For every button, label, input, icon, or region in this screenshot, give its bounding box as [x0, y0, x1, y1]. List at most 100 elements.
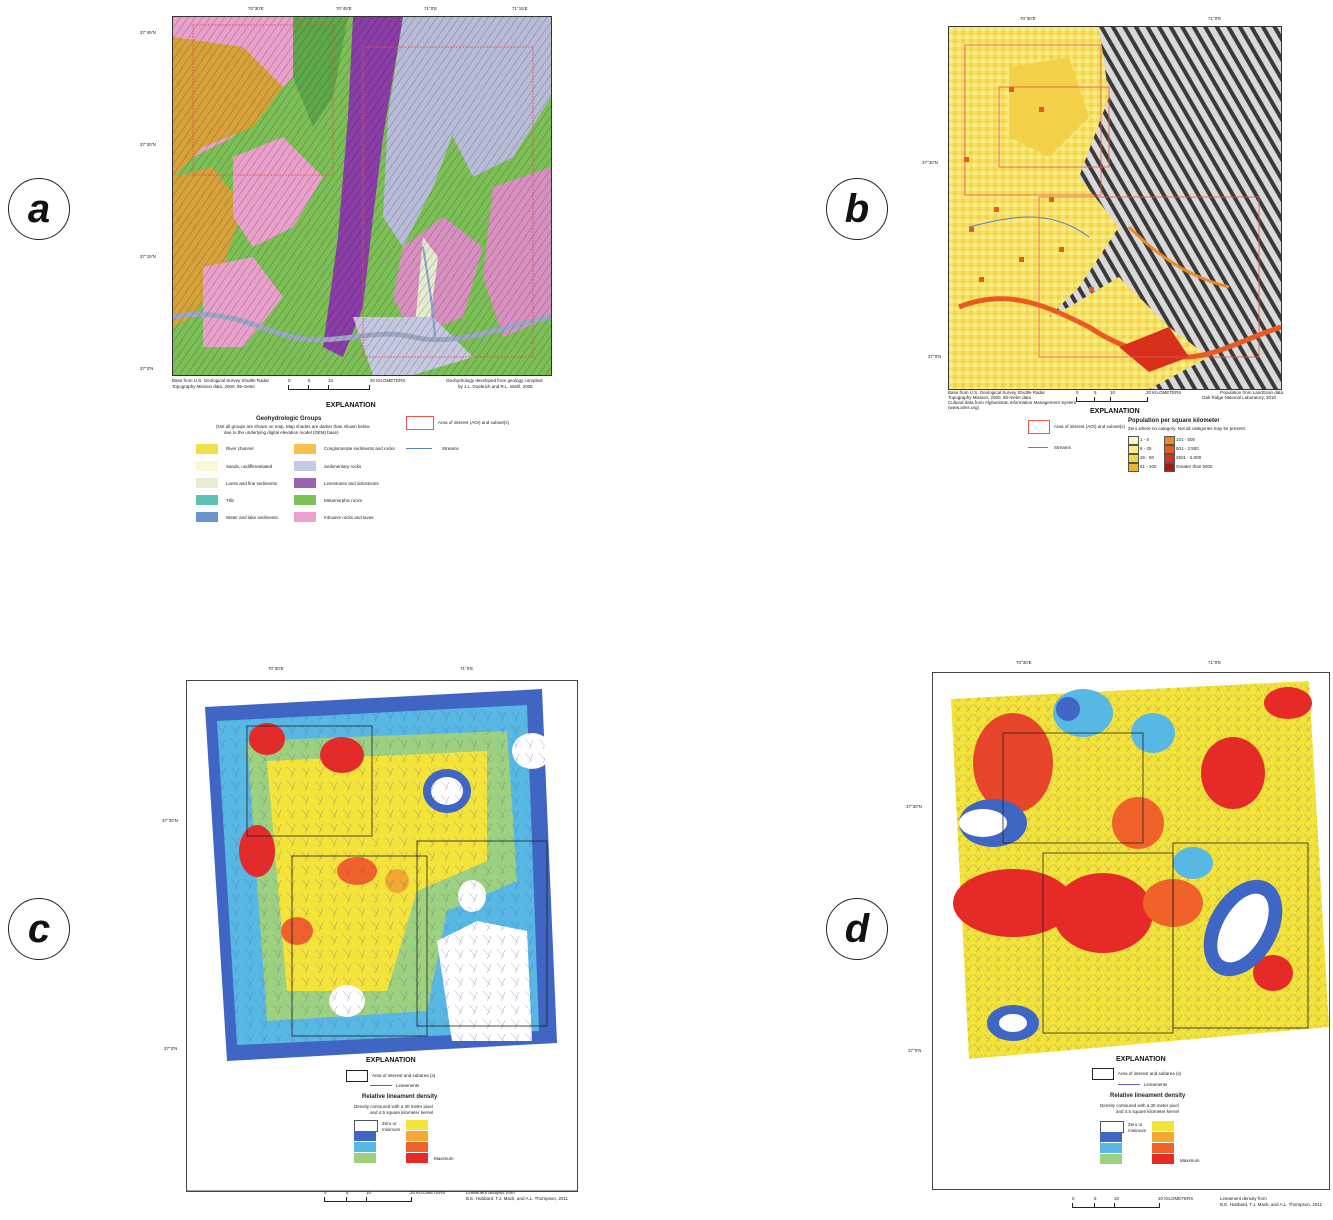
geology-credit: Geohydrology developed from geology comp… — [446, 378, 543, 383]
density-swatch — [354, 1131, 376, 1141]
population-swatch — [1128, 445, 1139, 454]
legend-item-label: Water and lake sediments — [226, 515, 278, 520]
density-legend-title: Relative lineament density — [1110, 1093, 1186, 1099]
legend-item-label: Limestones and dolostones — [324, 481, 379, 486]
lon-tick: 70°30'E — [248, 6, 264, 11]
legend-swatch — [294, 512, 316, 522]
legend-item-label: Loess and fine sediments — [226, 481, 278, 486]
geology-credit: by J.L. Doebrich and R.L. Wahl, 2006 — [458, 384, 533, 389]
scale-tick-label: 0 — [288, 378, 291, 383]
lon-tick: 70°30'E — [1016, 660, 1032, 665]
panel-label-a: a — [8, 178, 70, 240]
aoi-legend-box — [1028, 420, 1050, 434]
scale-tick-label: 5 — [346, 1190, 349, 1195]
legend-swatch — [196, 495, 218, 505]
base-credit: Topography Mission, 2000, 85-meter data — [948, 395, 1032, 400]
population-class-label: 6 - 25 — [1140, 446, 1152, 451]
population-credit: Oak Ridge National Laboratory, 2010 — [1202, 395, 1276, 400]
scale-tick-label: 5 — [308, 378, 311, 383]
density-legend-note: and 4.5 square kilometer kernel — [1116, 1109, 1180, 1114]
density-swatch — [1100, 1132, 1122, 1142]
explanation-title: EXPLANATION — [1116, 1056, 1166, 1063]
geohydrology-map-image — [172, 16, 552, 376]
density-legend-note: Density contoured with a 30 meter pixel — [354, 1104, 433, 1109]
scale-label: 20 KILOMETERS — [370, 378, 406, 383]
legend-item-label: River channel — [226, 446, 254, 451]
explanation-title: EXPLANATION — [366, 1057, 416, 1064]
scale-tick-label: 10 — [366, 1190, 372, 1195]
streams-legend-line — [406, 448, 432, 449]
population-class-label: 501 - 2,500 — [1176, 446, 1199, 451]
density-swatch — [406, 1120, 428, 1130]
density-swatch — [1100, 1154, 1122, 1164]
aoi-legend-label: Area of interest (AOI) and subset(s) — [1054, 424, 1126, 429]
scale-tick-label: 5 — [1094, 1196, 1097, 1201]
aoi-legend-box — [1092, 1068, 1114, 1080]
scale-label: 20 KILOMETERS — [1146, 390, 1182, 395]
panel-label-b: b — [826, 178, 888, 240]
lat-tick: 37°0'N — [928, 354, 942, 359]
scale-tick-label: 0 — [1072, 1196, 1075, 1201]
lon-tick: 71°0'E — [460, 666, 474, 671]
analysis-credit: B.E. Hubbard, T.J. Mack, and A.L. Thomps… — [1220, 1202, 1323, 1207]
density-swatch — [354, 1153, 376, 1163]
legend-item-label: Intrusive rocks and lavas — [324, 515, 374, 520]
base-credit: Cultural data from Afghanistan Informati… — [948, 400, 1077, 405]
lineaments-legend-line — [370, 1085, 392, 1086]
legend-item-label: Conglomerate sediments and rocks — [324, 446, 395, 451]
scale-label: 20 KILOMETERS — [410, 1190, 446, 1195]
legend-swatch — [196, 478, 218, 488]
density-swatch — [406, 1153, 428, 1163]
legend-swatch — [196, 512, 218, 522]
lat-tick: 37°15'N — [140, 254, 156, 259]
lat-tick: 37°30'N — [140, 142, 156, 147]
lat-tick: 37°45'N — [140, 30, 156, 35]
streams-legend-line — [1028, 447, 1048, 448]
lat-tick: 37°30'N — [922, 160, 938, 165]
zero-label: minimum — [1128, 1128, 1147, 1133]
panel-label-d: d — [826, 898, 888, 960]
lon-tick: 71°0'E — [1208, 16, 1222, 21]
scale-bar — [1076, 396, 1148, 402]
base-credit: (www.aims.org) — [948, 405, 980, 410]
legend-item-label: Sedimentary rocks — [324, 464, 362, 469]
panel-d-lineament-density-map: 70°30'E 71°0'E 37°30'N 37°0'N — [904, 656, 1332, 1216]
lon-tick: 71°0'E — [424, 6, 438, 11]
analysis-credit: Lineament analysis from — [466, 1190, 515, 1195]
legend-note: due to the underlying digital elevation … — [224, 430, 339, 435]
population-credit: Population from LandScan data — [1220, 390, 1284, 395]
population-swatch — [1128, 436, 1139, 445]
population-class-label: 26 - 50 — [1140, 455, 1155, 460]
density-swatch — [406, 1142, 428, 1152]
density-swatch — [1152, 1132, 1174, 1142]
zero-label: Zero or — [382, 1121, 397, 1126]
lat-tick: 37°0'N — [908, 1048, 922, 1053]
lineaments-legend-line — [1118, 1084, 1140, 1085]
panel-label-c: c — [8, 898, 70, 960]
explanation-title: EXPLANATION — [1090, 408, 1140, 415]
panel-c-lineament-density-map: 70°30'E 71°0'E 37°30'N 37°0'N — [160, 660, 590, 1215]
lon-tick: 70°30'E — [268, 666, 284, 671]
scale-tick-label: 5 — [1094, 390, 1097, 395]
population-map-image — [948, 26, 1282, 390]
scale-tick-label: 10 — [1114, 1196, 1120, 1201]
legend-swatch — [196, 444, 218, 454]
density-legend-title: Relative lineament density — [362, 1094, 438, 1100]
scale-bar — [324, 1196, 412, 1202]
legend-swatch — [294, 444, 316, 454]
population-swatch — [1128, 463, 1139, 472]
lon-tick: 71°0'E — [1208, 660, 1222, 665]
legend-swatch — [294, 478, 316, 488]
legend-title: Geohydrologic Groups — [256, 416, 322, 422]
population-class-label: 51 - 100 — [1140, 464, 1157, 469]
max-label: Maximum — [1180, 1158, 1200, 1163]
lat-tick: 37°30'N — [906, 804, 922, 809]
density-legend-note: and 4.5 square kilometer kernel — [370, 1110, 434, 1115]
base-credit: Base from U.S. Geological Survey Shuttle… — [172, 378, 270, 383]
lineaments-legend-label: Lineaments — [1144, 1082, 1168, 1087]
population-swatch — [1164, 463, 1175, 472]
explanation-title: EXPLANATION — [326, 402, 376, 409]
population-class-label: 2501 - 5,000 — [1176, 455, 1202, 460]
population-legend-note: Zero where no category. Not all categori… — [1128, 426, 1246, 431]
streams-legend-label: Streams — [1054, 445, 1071, 450]
